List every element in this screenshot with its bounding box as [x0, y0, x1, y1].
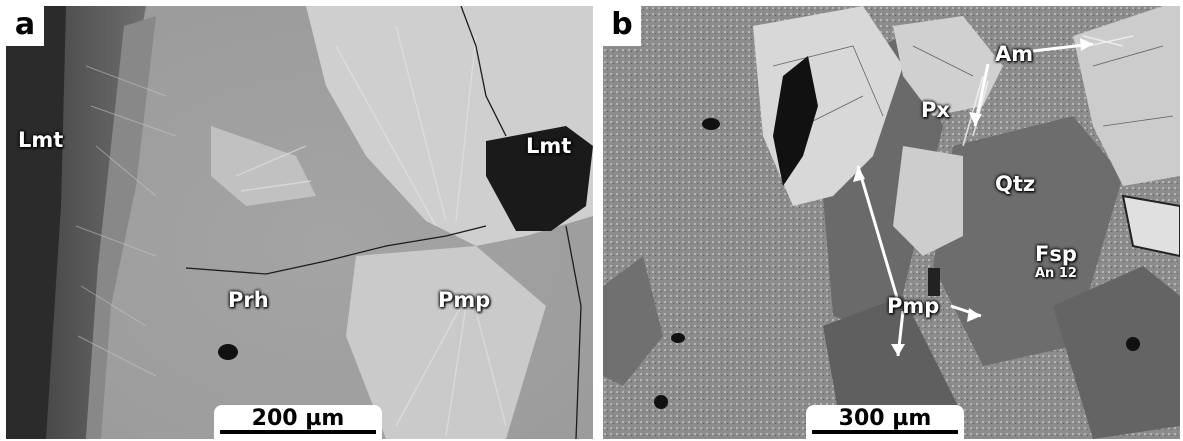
- panel-b-letter: b: [603, 6, 641, 46]
- scale-bar-a-label: 200 µm: [251, 406, 345, 431]
- scale-bar-b-label: 300 µm: [838, 406, 932, 431]
- panel-b-image: [603, 6, 1180, 439]
- label-qtz: Qtz: [995, 172, 1036, 196]
- panel-b-micrograph: b Am Px Qtz Fsp An 12 Pmp 300 µm: [603, 6, 1180, 439]
- panel-a-micrograph: a Lmt Lmt Prh Pmp 200 µm: [6, 6, 593, 439]
- label-lmt-left: Lmt: [18, 128, 64, 152]
- scale-bar-a: 200 µm: [214, 405, 382, 439]
- label-fsp: Fsp: [1035, 242, 1077, 266]
- label-lmt-right: Lmt: [526, 134, 572, 158]
- scale-bar-a-line: [220, 430, 376, 434]
- scale-bar-b-line: [812, 430, 958, 434]
- label-px: Px: [921, 98, 950, 122]
- scale-bar-b: 300 µm: [806, 405, 964, 439]
- panel-a-image: [6, 6, 593, 439]
- label-am: Am: [995, 42, 1034, 66]
- label-prh: Prh: [228, 288, 269, 312]
- label-pmp: Pmp: [438, 288, 491, 312]
- label-pmp: Pmp: [887, 294, 940, 318]
- label-fsp-anorthite: An 12: [1035, 266, 1077, 281]
- panel-a-letter: a: [6, 6, 44, 46]
